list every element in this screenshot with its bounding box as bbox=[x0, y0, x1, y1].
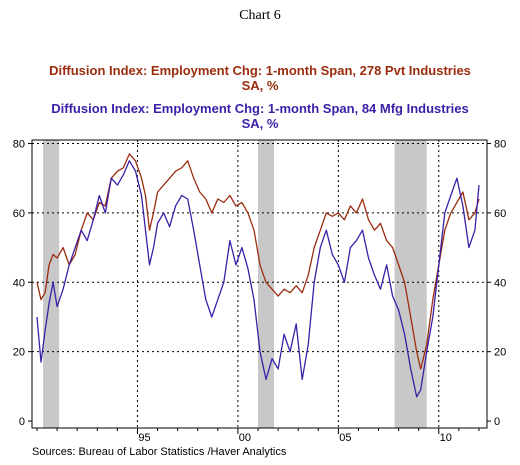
plot-frame bbox=[31, 139, 488, 429]
series-title-mfg: Diffusion Index: Employment Chg: 1-month… bbox=[0, 101, 520, 131]
x-tick-label-05: 05 bbox=[339, 432, 351, 444]
series-title-mfg-line2: SA, % bbox=[241, 116, 279, 131]
y-tick-label-left-60: 60 bbox=[13, 208, 25, 220]
chart-title: Chart 6 bbox=[239, 8, 281, 23]
y-tick-label-right-0: 0 bbox=[494, 416, 500, 428]
series-line-0 bbox=[36, 153, 480, 370]
recession-band-0 bbox=[43, 140, 60, 428]
x-tick-label-10: 10 bbox=[440, 432, 452, 444]
y-tick-label-left-40: 40 bbox=[13, 277, 25, 289]
recession-band-2 bbox=[394, 140, 427, 428]
series-title-pvt-line1: Diffusion Index: Employment Chg: 1-month… bbox=[49, 63, 471, 78]
series-title-mfg-line1: Diffusion Index: Employment Chg: 1-month… bbox=[51, 101, 469, 116]
y-tick-label-left-20: 20 bbox=[13, 347, 25, 359]
y-tick-label-right-80: 80 bbox=[494, 138, 506, 150]
y-tick-label-right-60: 60 bbox=[494, 208, 506, 220]
y-tick-label-right-40: 40 bbox=[494, 277, 506, 289]
x-tick-label-00: 00 bbox=[239, 432, 251, 444]
y-tick-label-left-80: 80 bbox=[13, 138, 25, 150]
y-tick-label-right-20: 20 bbox=[494, 347, 506, 359]
source-note: Sources: Bureau of Labor Statistics /Hav… bbox=[32, 446, 287, 458]
series-title-pvt-line2: SA, % bbox=[241, 78, 279, 93]
recession-band-1 bbox=[257, 140, 275, 428]
series-line-1 bbox=[36, 160, 480, 398]
y-tick-label-left-0: 0 bbox=[19, 416, 25, 428]
series-title-pvt: Diffusion Index: Employment Chg: 1-month… bbox=[0, 63, 520, 93]
x-tick-label-95: 95 bbox=[138, 432, 150, 444]
